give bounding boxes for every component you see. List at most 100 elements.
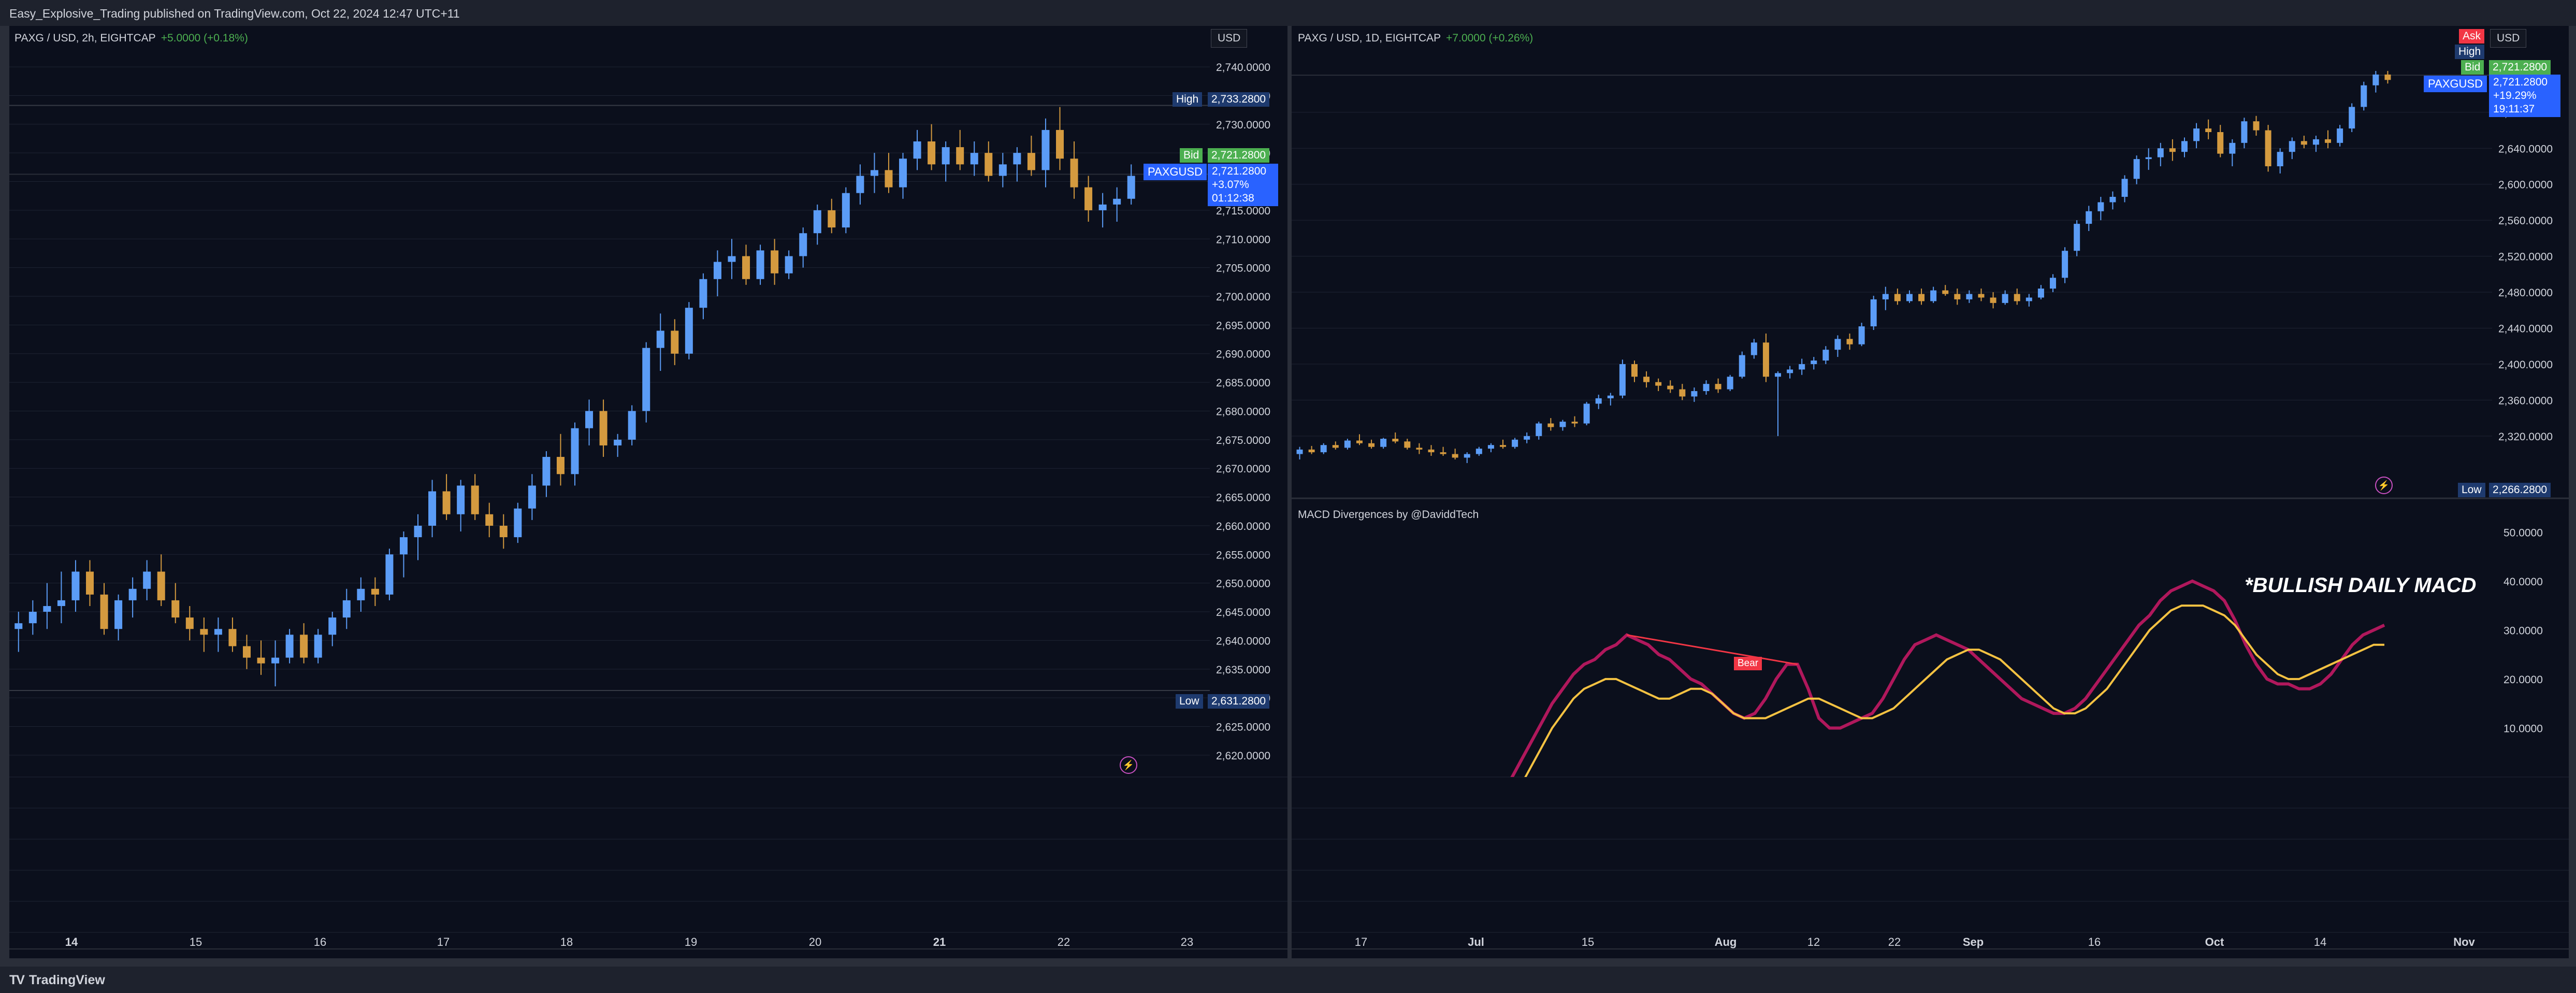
candle-body xyxy=(1380,439,1387,447)
candle-body xyxy=(15,623,23,629)
candle-body xyxy=(742,256,750,279)
candle-body xyxy=(2121,179,2128,197)
price-tick-label: 2,665.0000 xyxy=(1216,492,1270,504)
price-tick-label: 2,600.0000 xyxy=(2498,179,2553,191)
candle-body xyxy=(1750,342,1757,355)
indicator-title[interactable]: MACD Divergences by @DaviddTech xyxy=(1298,509,1479,521)
candle-body xyxy=(2014,294,2020,301)
right-currency-button[interactable]: USD xyxy=(2490,29,2527,48)
candle-body xyxy=(1846,339,1853,344)
candle-body xyxy=(2205,128,2212,133)
candle-body xyxy=(1084,187,1093,210)
macd-line xyxy=(1510,579,2385,777)
candle-body xyxy=(913,141,921,159)
candle-body xyxy=(2300,141,2307,145)
left-bid-value: 2,721.2800 xyxy=(1208,148,1270,163)
price-tick-label: 2,710.0000 xyxy=(1216,234,1270,246)
candle-body xyxy=(1894,294,1901,301)
lightning-icon[interactable]: ⚡ xyxy=(1120,756,1137,774)
candle-body xyxy=(1918,294,1925,301)
candle-body xyxy=(499,525,508,538)
candle-body xyxy=(1500,445,1507,447)
candle-body xyxy=(1332,445,1339,448)
candle-body xyxy=(57,600,65,606)
right-symbol: PAXG / USD, 1D, EIGHTCAP xyxy=(1298,32,1441,44)
left-change: +5.0000 (+0.18%) xyxy=(161,32,248,44)
left-symbol-legend[interactable]: PAXG / USD, 2h, EIGHTCAP +5.0000 (+0.18%) xyxy=(15,32,248,45)
left-date-axis: 14 15 16 17 18 19 20 21 22 23 xyxy=(9,936,1287,949)
lightning-icon[interactable]: ⚡ xyxy=(2375,477,2393,494)
candle-body xyxy=(1799,364,1805,370)
candle-body xyxy=(43,606,51,612)
candle-body xyxy=(2109,197,2116,203)
candle-body xyxy=(457,485,465,514)
candle-body xyxy=(1739,355,1745,377)
left-currency-button[interactable]: USD xyxy=(1211,29,1248,48)
date-tick-label: Sep xyxy=(1963,936,1984,948)
candle-body xyxy=(2277,152,2283,166)
date-tick-label: Jul xyxy=(1468,936,1484,948)
right-last-price: 2,721.2800 xyxy=(2493,76,2548,88)
right-date-axis: 17 Jul 15 Aug 12 22 Sep 16 Oct 14 Nov xyxy=(1292,936,2569,949)
price-tick-label: 2,685.0000 xyxy=(1216,377,1270,389)
candle-body xyxy=(2384,74,2391,80)
candle-body xyxy=(1655,382,1662,386)
candle-body xyxy=(2217,132,2224,154)
price-tick-label: 2,675.0000 xyxy=(1216,435,1270,447)
right-ask-tag: Ask xyxy=(2459,29,2485,44)
left-last-price: 2,721.2800 xyxy=(1212,165,1267,177)
candle-body xyxy=(1643,377,1650,382)
price-tick-label: 2,740.0000 xyxy=(1216,62,1270,74)
price-tick-label: 2,320.0000 xyxy=(2498,431,2553,443)
candle-body xyxy=(2337,128,2343,143)
publish-line: Easy_Explosive_Trading published on Trad… xyxy=(9,7,460,20)
candle-body xyxy=(1547,423,1554,427)
candle-body xyxy=(100,594,108,629)
candle-body xyxy=(214,629,222,635)
price-tick-label: 2,625.0000 xyxy=(1216,721,1270,733)
candle-body xyxy=(71,571,80,600)
price-tick-label: 2,730.0000 xyxy=(1216,119,1270,131)
candle-body xyxy=(2325,139,2332,143)
candle-body xyxy=(28,612,37,624)
date-tick-label: 17 xyxy=(1355,936,1367,948)
price-tick-label: 2,640.0000 xyxy=(2498,143,2553,155)
candle-body xyxy=(399,537,408,555)
left-chart[interactable]: 2,740.00002,735.00002,730.00002,725.0000… xyxy=(9,26,1287,958)
bear-label: Bear xyxy=(1734,657,1762,670)
candle-body xyxy=(428,491,437,526)
candle-body xyxy=(1475,449,1482,454)
price-tick-label: 2,620.0000 xyxy=(1216,750,1270,762)
left-last-price-box: 2,721.2800 +3.07% 01:12:38 xyxy=(1208,164,1278,206)
price-tick-label: 2,655.0000 xyxy=(1216,549,1270,561)
candle-body xyxy=(1667,385,1674,390)
candle-body xyxy=(1858,326,1865,344)
left-grid xyxy=(9,66,1287,933)
candle-body xyxy=(2181,141,2188,152)
date-tick-label: 22 xyxy=(1058,936,1070,948)
candle-body xyxy=(1595,398,1602,404)
candle-body xyxy=(1308,449,1315,453)
left-price-axis: 2,740.00002,735.00002,730.00002,725.0000… xyxy=(1216,62,1270,762)
date-tick-label: 19 xyxy=(685,936,697,948)
footer-brand: TradingView xyxy=(29,973,105,987)
signal-line xyxy=(1524,605,2384,777)
candle-body xyxy=(2289,141,2295,152)
right-chart[interactable]: 2,680.00002,640.00002,600.00002,560.0000… xyxy=(1292,26,2569,958)
candle-body xyxy=(471,485,479,514)
date-tick-label: 15 xyxy=(1582,936,1594,948)
candle-body xyxy=(813,210,821,234)
price-tick-label: 2,440.0000 xyxy=(2498,323,2553,335)
candle-body xyxy=(1356,440,1363,443)
candle-body xyxy=(2372,74,2379,85)
candle-body xyxy=(271,657,280,664)
candle-body xyxy=(728,256,736,262)
candle-body xyxy=(1775,373,1782,377)
right-last-change: +19.29% xyxy=(2493,90,2537,102)
candle-body xyxy=(1715,384,1721,390)
candle-body xyxy=(371,588,379,595)
tradingview-logo[interactable]: TV TradingView xyxy=(9,973,105,988)
candle-body xyxy=(2062,251,2068,278)
left-last-change: +3.07% xyxy=(1212,179,1249,191)
right-symbol-legend[interactable]: PAXG / USD, 1D, EIGHTCAP +7.0000 (+0.26%) xyxy=(1298,32,1533,45)
